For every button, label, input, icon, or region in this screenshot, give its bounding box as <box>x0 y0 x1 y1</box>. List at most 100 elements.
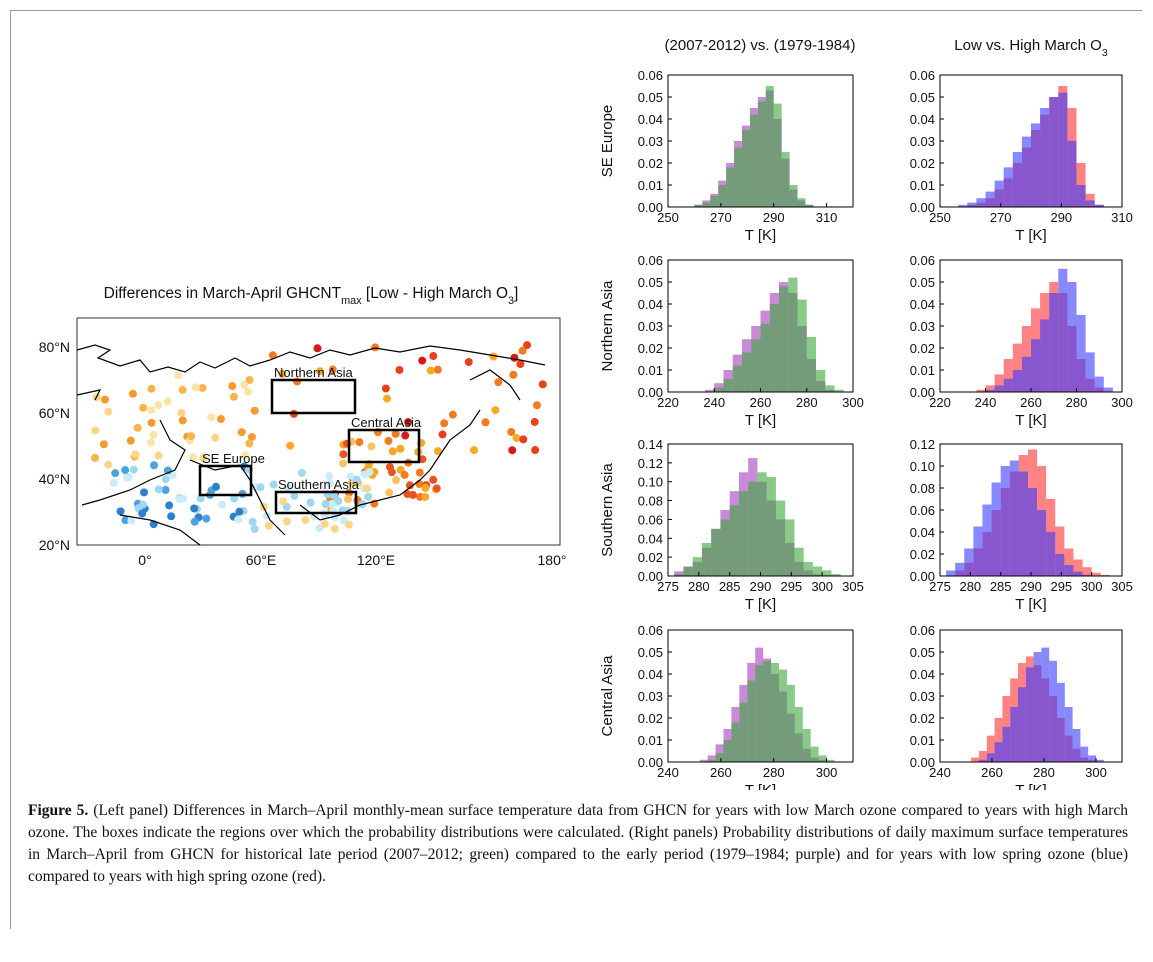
station-dot <box>512 433 521 442</box>
station-dot <box>388 447 397 456</box>
y-tick-label: 0.01 <box>910 178 935 193</box>
y-tick-label: 0.05 <box>638 90 663 105</box>
x-tick-label: 280 <box>1066 395 1088 410</box>
histogram-bar <box>973 526 983 576</box>
station-dot <box>426 366 435 375</box>
x-tick-label: 280 <box>763 765 785 780</box>
histogram-bar <box>991 482 1001 576</box>
station-dot <box>391 429 400 438</box>
x-axis-label: T [K] <box>745 782 776 790</box>
x-tick-label: 310 <box>816 210 838 225</box>
y-tick-label: 0.00 <box>638 200 663 215</box>
station-dot <box>316 367 325 376</box>
histogram-bar <box>1085 200 1095 207</box>
lon-label: 180° <box>538 552 567 568</box>
histogram-bar <box>982 504 992 576</box>
histogram-bar <box>771 663 779 762</box>
region-label: Northern Asia <box>274 365 354 380</box>
y-tick-label: 0.05 <box>910 275 935 290</box>
y-tick-label: 0.05 <box>910 645 935 660</box>
station-dot <box>279 497 288 506</box>
histogram-bar <box>1073 559 1083 576</box>
histogram-bar <box>1094 376 1104 392</box>
histogram-bar <box>734 147 742 207</box>
station-dot <box>415 468 424 477</box>
x-axis-label: T [K] <box>1015 412 1046 429</box>
x-axis-label: T [K] <box>745 412 776 429</box>
x-tick-label: 280 <box>1033 765 1055 780</box>
lon-label: 60°E <box>246 552 277 568</box>
station-dot <box>367 442 376 451</box>
histogram-bar <box>1021 136 1031 207</box>
histogram-bar <box>742 130 750 207</box>
histogram-bar <box>723 378 733 392</box>
histogram-bar <box>788 277 798 392</box>
y-tick-label: 0.04 <box>638 297 663 312</box>
x-tick-label: 300 <box>816 765 838 780</box>
y-tick-label: 0.02 <box>910 711 935 726</box>
histogram-bar <box>701 543 712 576</box>
x-tick-label: 220 <box>929 395 951 410</box>
histogram-bar <box>1058 268 1068 392</box>
y-tick-label: 0.03 <box>638 319 663 334</box>
x-tick-label: 290 <box>750 579 772 594</box>
station-dot <box>470 446 479 455</box>
histogram-bar <box>1003 167 1013 207</box>
histogram-bar <box>1010 707 1018 762</box>
histogram-bar <box>985 385 995 392</box>
histogram-bar <box>775 500 786 576</box>
station-dot <box>121 466 130 475</box>
x-tick-label: 285 <box>719 579 741 594</box>
histogram-bar <box>1049 660 1057 762</box>
histogram-bar <box>976 389 986 392</box>
station-dot <box>199 453 208 462</box>
histogram-bar <box>699 759 708 762</box>
station-dot <box>174 371 183 380</box>
histogram-bar <box>834 389 844 392</box>
column-title: (2007-2012) vs. (1979-1984) <box>665 37 856 54</box>
y-tick-label: 0.02 <box>638 341 663 356</box>
x-tick-label: 300 <box>842 395 864 410</box>
histogram-bar <box>1064 548 1074 576</box>
x-tick-label: 280 <box>688 579 710 594</box>
histogram-bar <box>985 389 995 392</box>
x-tick-label: 260 <box>750 395 772 410</box>
y-tick-label: 0.01 <box>910 733 935 748</box>
histogram-bar <box>985 191 995 207</box>
station-dot <box>133 423 142 432</box>
histogram-bar <box>1012 343 1022 392</box>
station-dot <box>229 392 238 401</box>
histogram-bar <box>1085 352 1095 392</box>
station-dot <box>139 403 148 412</box>
x-tick-label: 280 <box>959 579 981 594</box>
y-tick-label: 0.10 <box>638 475 663 490</box>
station-dot <box>385 488 394 497</box>
station-dot <box>360 470 369 479</box>
histogram-bar <box>818 755 827 762</box>
x-axis-label: T [K] <box>745 596 776 613</box>
histogram-bar <box>766 477 776 576</box>
histogram-bar <box>1064 565 1074 576</box>
x-tick-label: 305 <box>1111 579 1133 594</box>
histogram-bar <box>781 152 790 207</box>
station-dot <box>481 418 490 427</box>
histogram-bar <box>1076 315 1086 392</box>
station-dot <box>339 516 348 525</box>
histogram-bar <box>751 339 761 392</box>
histogram-bar <box>825 385 835 392</box>
histogram-bar <box>1000 466 1010 576</box>
station-dot <box>150 461 159 470</box>
station-dot <box>400 470 409 479</box>
station-dot <box>211 433 220 442</box>
x-tick-label: 250 <box>929 210 951 225</box>
y-tick-label: 0.03 <box>910 319 935 334</box>
x-tick-label: 290 <box>763 210 785 225</box>
station-dot <box>381 384 390 393</box>
histogram-bar <box>692 557 702 576</box>
figure: Differences in March-April GHCNTmax [Low… <box>39 37 1133 790</box>
x-tick-label: 300 <box>1085 765 1107 780</box>
subscript: max <box>341 295 362 307</box>
histogram-bar <box>1012 152 1022 207</box>
station-dot <box>228 382 237 391</box>
histogram-bar <box>1067 141 1077 207</box>
